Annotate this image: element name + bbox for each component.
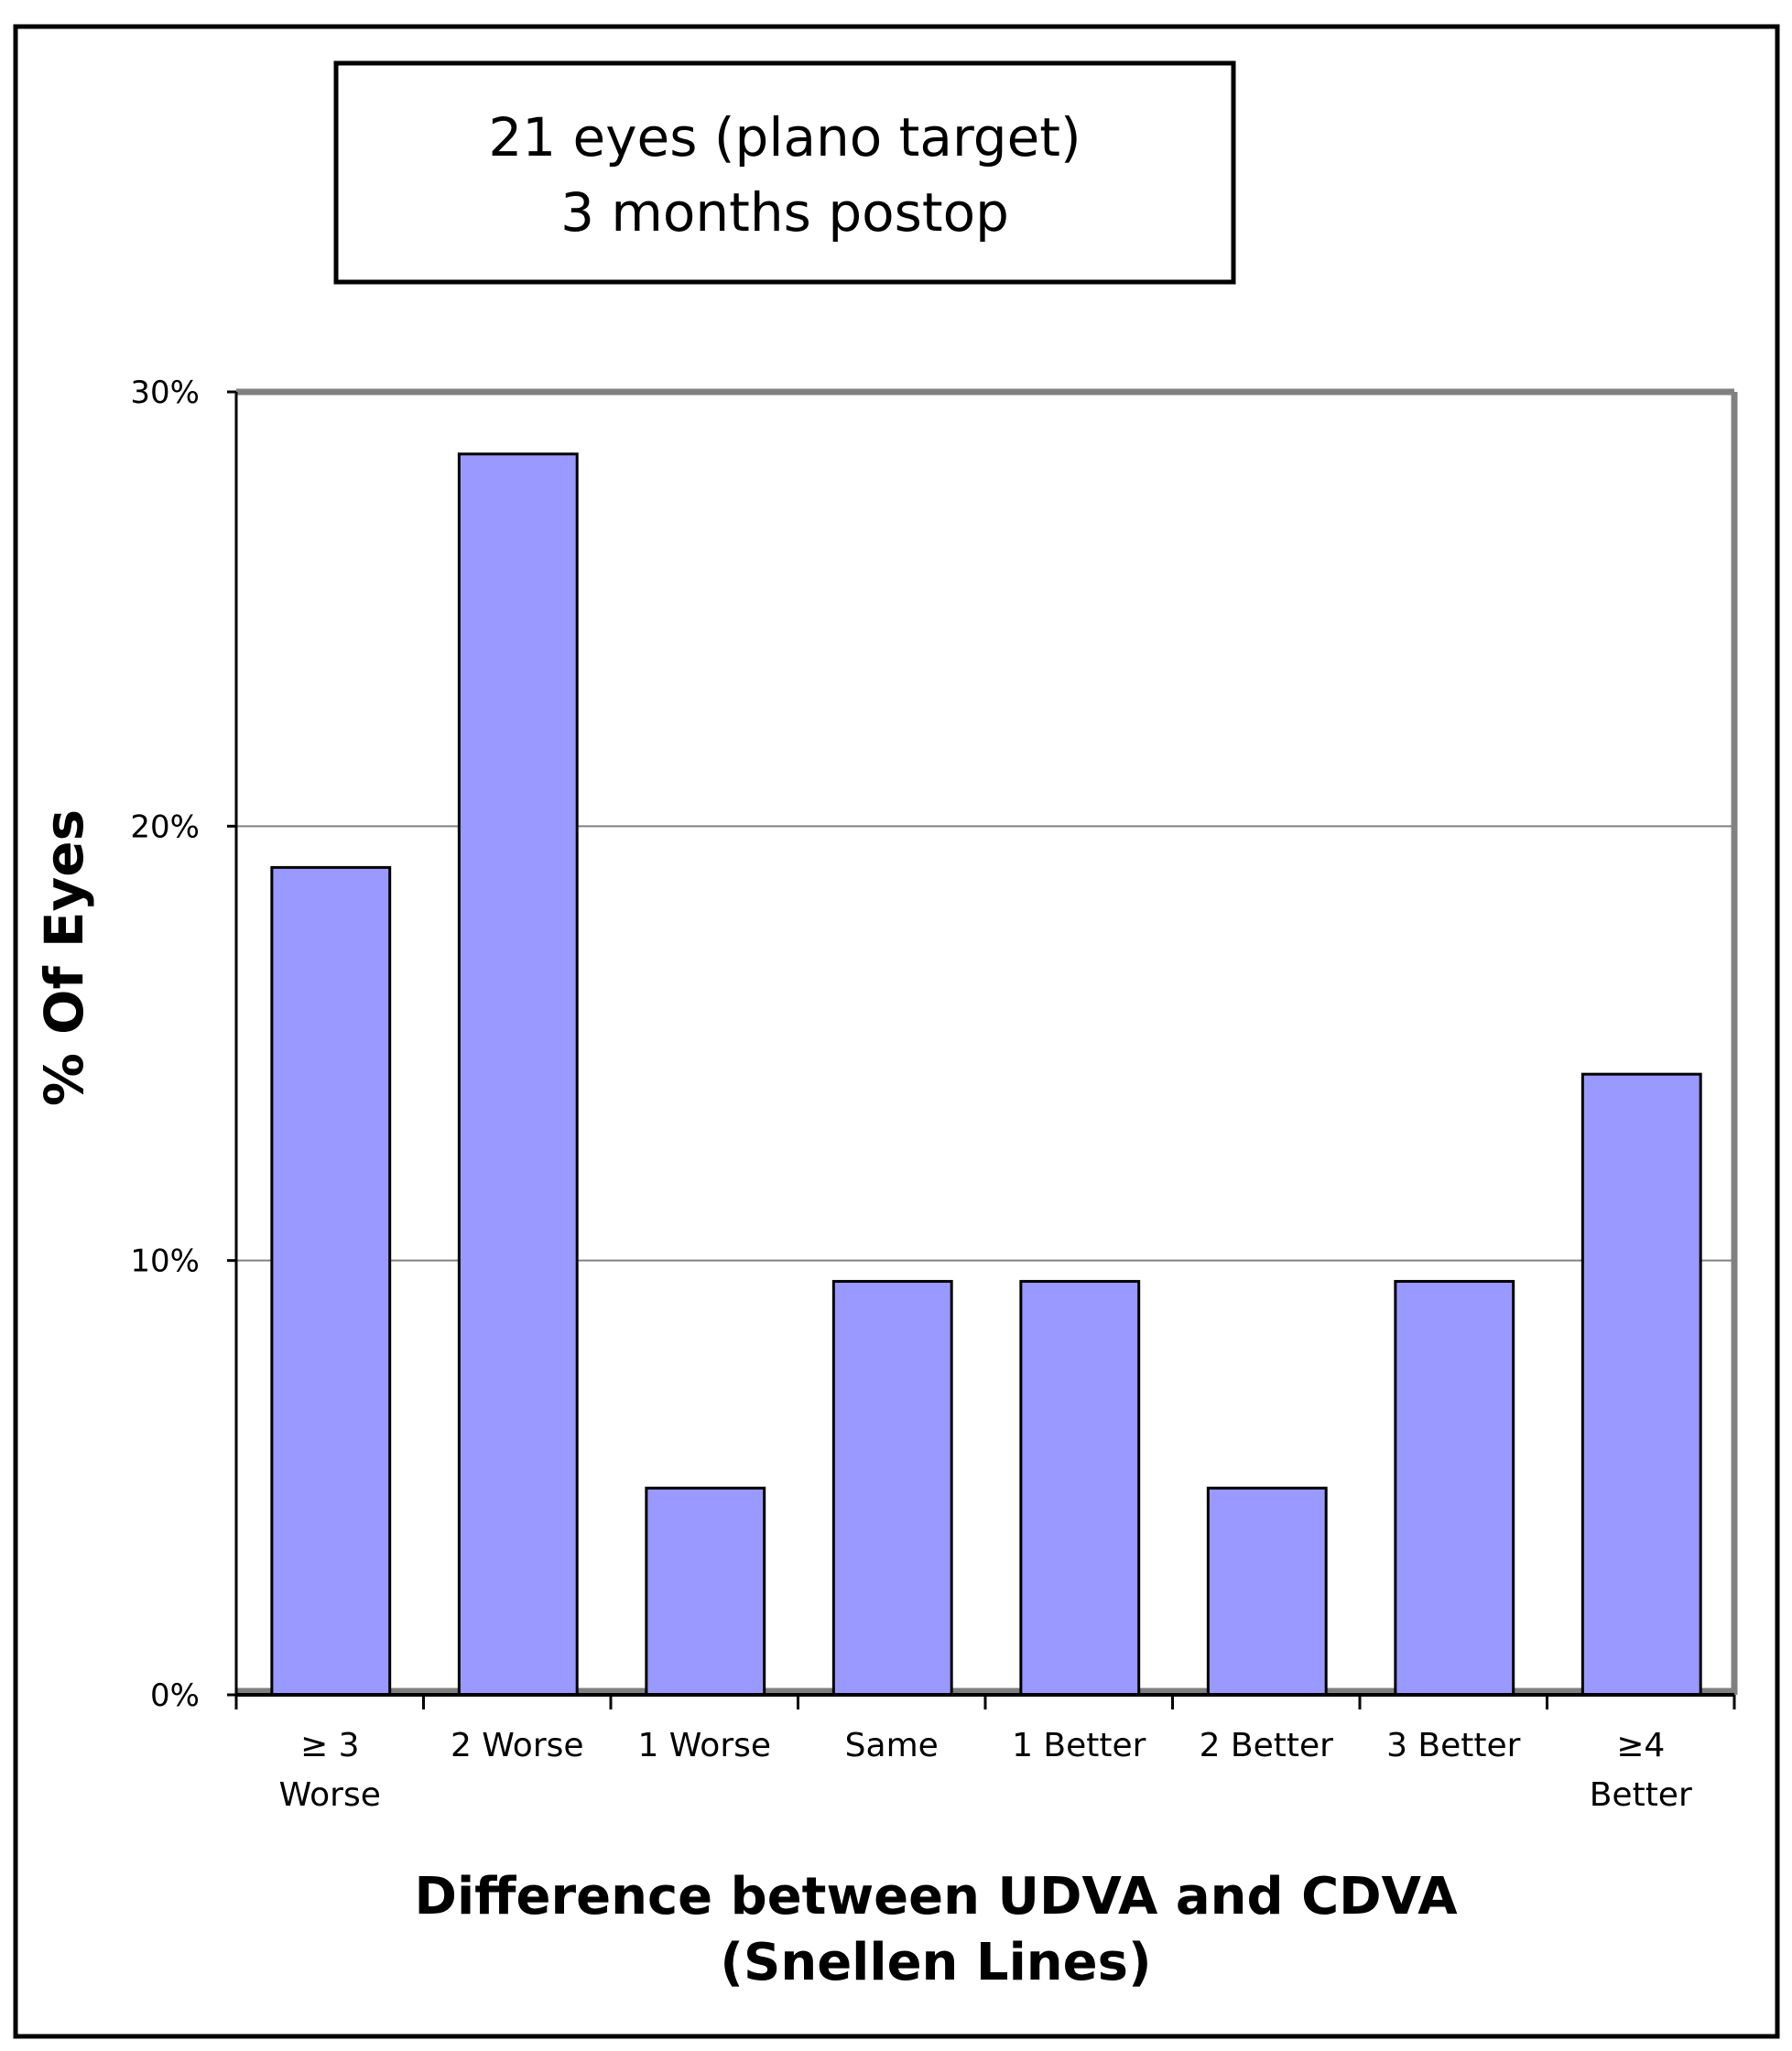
x-tick-label: 1 Better bbox=[1012, 1727, 1146, 1764]
y-tick-label: 0% bbox=[150, 1677, 200, 1714]
x-tick-label: ≥ 3 bbox=[300, 1727, 360, 1764]
x-tick-label: Same bbox=[845, 1727, 939, 1764]
chart-title-line2: 3 months postop bbox=[560, 181, 1009, 244]
bar bbox=[1206, 1486, 1328, 1697]
y-axis-title: % Of Eyes bbox=[33, 809, 95, 1106]
x-axis-title-line2: (Snellen Lines) bbox=[720, 1933, 1151, 1992]
chart-title-line1: 21 eyes (plano target) bbox=[488, 106, 1081, 168]
bar bbox=[457, 452, 579, 1697]
bar bbox=[1394, 1279, 1515, 1697]
bar bbox=[1019, 1279, 1141, 1697]
x-tick-label: Worse bbox=[279, 1776, 381, 1814]
y-tick-label: 30% bbox=[130, 374, 200, 411]
title-box bbox=[333, 60, 1236, 285]
x-tick-label: Better bbox=[1590, 1776, 1692, 1814]
x-tick-label: 2 Worse bbox=[451, 1727, 584, 1764]
x-tick-label: 2 Better bbox=[1200, 1727, 1334, 1764]
y-tick-label: 20% bbox=[130, 808, 200, 845]
bar bbox=[1580, 1072, 1702, 1697]
x-tick-label: 1 Worse bbox=[637, 1727, 771, 1764]
bar bbox=[831, 1279, 953, 1697]
x-tick-label: ≥4 bbox=[1616, 1727, 1665, 1764]
x-axis-title-line1: Difference between UDVA and CDVA bbox=[414, 1867, 1458, 1926]
x-tick-label: 3 Better bbox=[1386, 1727, 1521, 1764]
bar bbox=[270, 865, 392, 1697]
bar bbox=[645, 1486, 766, 1697]
y-tick-label: 10% bbox=[130, 1243, 200, 1280]
